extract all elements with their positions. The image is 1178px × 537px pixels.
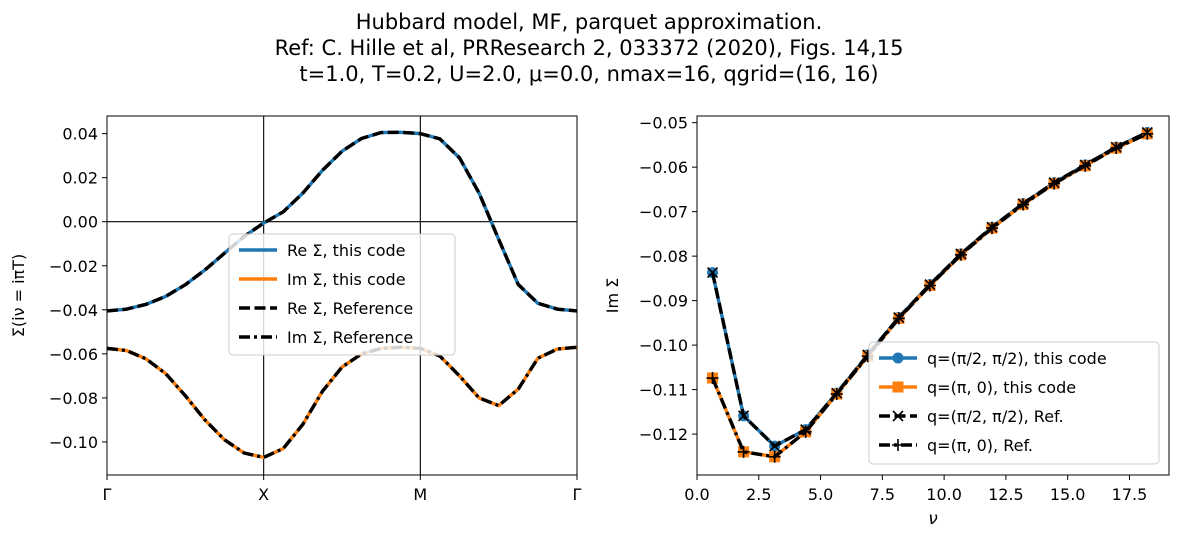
right-series-3-point-1 [737,445,750,458]
right-legend-box [868,341,1160,465]
left-series-1 [107,345,577,460]
right-series-3-point-12 [1079,159,1092,172]
right-series-2-point-2 [769,440,781,452]
figure-title-line-1: Hubbard model, MF, parquet approximation… [356,10,823,34]
right-series-3-point-2 [768,450,781,463]
im-sigma-frequency-panel: 0.0 2.5 5.0 7.5 10.0 12.5 15.0 17.5 −0.05 −0.06 −0… [603,114,1170,529]
self-energy-path-panel: Γ X M Γ 0.04 0.02 0.00 −0.02 −0.04 −0.06 −0.08 −0.1… [9,115,582,504]
right-xtick-label-3: 7.5 [870,485,895,504]
right-legend-marker-0 [892,352,904,364]
right-ytick-label-3: −0.08 [639,247,688,266]
left-xtick-label-2: M [413,485,427,504]
left-xtick-label-0: Γ [103,485,112,504]
right-series-3-point-0 [706,372,719,385]
right-series-3-point-13 [1110,142,1123,155]
right-legend: q=(π/2, π/2), this code q=(π, 0), this co… [868,341,1160,465]
right-legend-marker-3 [892,439,904,451]
right-axes-frame [696,115,1170,476]
right-xtick-label-2: 5.0 [808,485,833,504]
right-series-3 [706,127,1154,463]
right-series-3-point-7 [923,279,936,292]
left-legend-label-2: Re Σ, Reference [287,299,413,318]
left-legend: Re Σ, this code Im Σ, this code Re Σ, Refe… [228,233,456,356]
left-legend-box [228,233,456,356]
left-xtick-label-3: Γ [573,485,582,504]
right-series-3-point-14 [1141,127,1154,140]
left-series-line-1 [107,345,577,460]
right-series-2-point-0 [706,267,719,279]
left-ytick-label-6: −0.08 [49,389,98,408]
left-series-line-2 [107,130,577,313]
right-ytick-label-7: −0.12 [639,425,688,444]
right-ytick-label-5: −0.10 [639,336,688,355]
left-ytick-label-3: −0.02 [49,257,98,276]
right-series-3-point-6 [892,312,905,325]
right-legend-label-1: q=(π, 0), this code [927,378,1076,397]
right-xtick-label-5: 12.5 [988,485,1024,504]
right-xtick-label-7: 17.5 [1112,485,1148,504]
right-legend-label-3: q=(π, 0), Ref. [927,436,1033,455]
right-ytick-label-2: −0.07 [639,203,688,222]
right-series-3-point-11 [1048,177,1061,190]
right-xtick-label-0: 0.0 [684,485,709,504]
right-series-line-3 [710,132,1148,459]
right-series-3-point-10 [1017,198,1030,211]
right-xtick-label-4: 10.0 [926,485,962,504]
left-series-line-3 [107,345,577,460]
right-series-3-point-3 [799,425,812,438]
left-xtick-label-1: X [258,485,269,504]
left-ytick-label-4: −0.04 [49,301,98,320]
left-ytick-label-0: 0.04 [62,125,98,144]
right-series-3-point-8 [954,248,967,261]
right-series-3-point-9 [986,222,999,235]
right-series-line-2 [710,130,1149,448]
right-xlabel: ν [928,509,938,529]
right-legend-label-2: q=(π/2, π/2), Ref. [927,407,1064,426]
right-xtick-label-1: 2.5 [746,485,771,504]
left-ylabel: Σ(iν = iπT) [9,254,28,337]
figure-title-line-2: Ref: C. Hille et al, PRResearch 2, 03337… [275,36,904,60]
left-ytick-label-1: 0.02 [62,169,98,188]
figure-title-line-3: t=1.0, T=0.2, U=2.0, μ=0.0, nmax=16, qgr… [299,62,878,86]
left-ytick-label-7: −0.10 [49,433,98,452]
left-axes-frame [106,115,578,476]
left-legend-label-3: Im Σ, Reference [287,328,413,347]
left-legend-label-1: Im Σ, this code [287,270,406,289]
left-legend-label-0: Re Σ, this code [287,241,405,260]
right-legend-label-0: q=(π/2, π/2), this code [927,349,1107,368]
right-series-2-point-1 [738,410,750,422]
left-ytick-label-2: 0.00 [62,213,98,232]
right-ytick-label-0: −0.05 [639,114,688,133]
right-series-3-point-4 [830,388,843,401]
left-series-2 [107,130,577,313]
right-ylabel: Im Σ [603,278,622,314]
right-legend-marker-2 [892,410,904,422]
right-xtick-label-6: 15.0 [1050,485,1086,504]
right-ytick-label-4: −0.09 [639,292,688,311]
left-series-3 [107,345,577,460]
right-legend-marker-1 [892,381,904,393]
right-ytick-label-6: −0.11 [639,381,688,400]
left-ytick-label-5: −0.06 [49,345,98,364]
right-ytick-label-1: −0.06 [639,158,688,177]
